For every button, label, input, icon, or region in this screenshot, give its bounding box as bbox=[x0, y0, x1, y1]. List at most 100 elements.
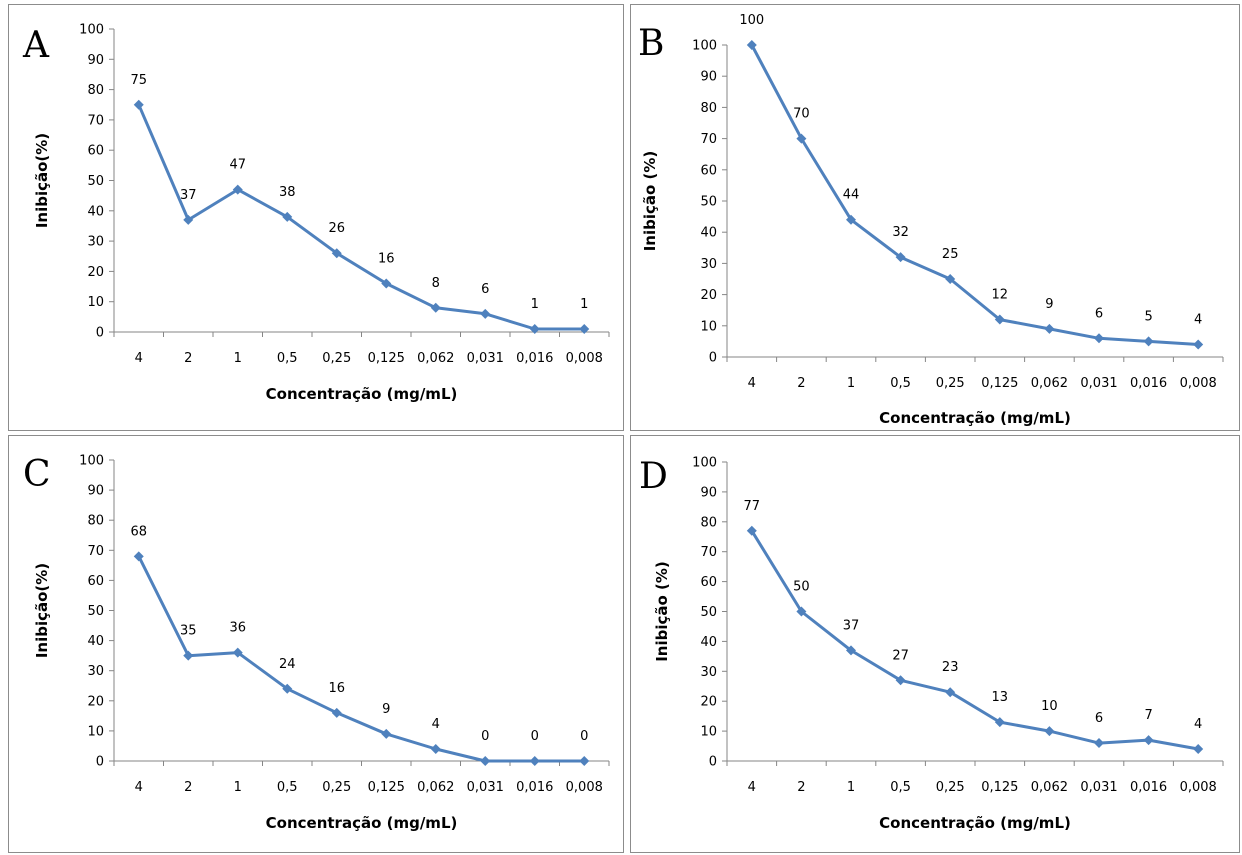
x-tick-label: 1 bbox=[847, 780, 855, 795]
data-point-marker bbox=[480, 308, 491, 319]
x-axis-title: Concentração (mg/mL) bbox=[879, 814, 1071, 832]
y-axis-title: Inibição (%) bbox=[653, 561, 671, 662]
y-tick-label: 80 bbox=[87, 83, 104, 98]
x-tick-label: 0,016 bbox=[1130, 780, 1167, 795]
data-point-marker bbox=[895, 252, 906, 263]
data-label: 100 bbox=[739, 13, 764, 28]
chart-b-plot: B 0 10 20 30 40 50 60 70 80 90 100 4 2 1 0,5 0,25 0,125 0,… bbox=[638, 13, 1224, 427]
data-point-marker bbox=[895, 675, 906, 686]
x-tick-label: 0,25 bbox=[936, 376, 965, 391]
y-tick-label: 70 bbox=[700, 545, 717, 560]
data-label: 77 bbox=[744, 499, 761, 514]
data-label: 50 bbox=[793, 580, 810, 595]
x-tick-label: 4 bbox=[748, 780, 756, 795]
data-label: 70 bbox=[793, 107, 810, 122]
x-tick-label: 2 bbox=[797, 780, 805, 795]
x-tick-label: 1 bbox=[847, 376, 855, 391]
y-tick-label: 30 bbox=[87, 235, 104, 250]
y-tick-label: 70 bbox=[700, 132, 717, 147]
y-tick-label: 40 bbox=[700, 226, 717, 241]
y-axis-title: Inibição(%) bbox=[33, 563, 51, 658]
x-axis-title: Concentração (mg/mL) bbox=[266, 814, 458, 832]
y-tick-label: 20 bbox=[87, 694, 104, 709]
x-tick-label: 0,062 bbox=[1031, 780, 1068, 795]
x-tick-label: 0,062 bbox=[1031, 376, 1068, 391]
y-tick-label: 80 bbox=[87, 514, 104, 529]
data-point-marker bbox=[1143, 336, 1154, 347]
x-tick-label: 0,008 bbox=[1180, 376, 1217, 391]
data-point-marker bbox=[1193, 339, 1204, 350]
y-tick-label: 90 bbox=[87, 484, 104, 499]
y-tick-label: 80 bbox=[700, 515, 717, 530]
y-tick-label: 90 bbox=[700, 485, 717, 500]
data-point-marker bbox=[133, 551, 144, 562]
data-label: 27 bbox=[892, 648, 909, 663]
data-point-marker bbox=[846, 214, 856, 225]
panel-label: D bbox=[639, 456, 668, 497]
data-point-marker bbox=[1044, 726, 1055, 737]
y-tick-label: 20 bbox=[87, 265, 104, 280]
y-tick-label: 20 bbox=[700, 695, 717, 710]
x-tick-label: 0,5 bbox=[277, 351, 298, 366]
data-label: 0 bbox=[580, 729, 588, 744]
data-label: 0 bbox=[481, 729, 489, 744]
data-label: 1 bbox=[531, 297, 539, 312]
x-tick-label: 0,25 bbox=[322, 351, 351, 366]
x-tick-label: 0,031 bbox=[1080, 376, 1117, 391]
data-label: 36 bbox=[229, 621, 246, 636]
data-point-marker bbox=[994, 314, 1005, 325]
data-point-marker bbox=[381, 278, 392, 289]
y-tick-label: 80 bbox=[700, 101, 717, 116]
x-axis-title: Concentração (mg/mL) bbox=[266, 385, 458, 403]
data-label: 6 bbox=[481, 282, 489, 297]
y-tick-label: 90 bbox=[700, 70, 717, 85]
data-label: 4 bbox=[432, 717, 440, 732]
x-tick-label: 0,008 bbox=[566, 351, 603, 366]
data-label: 9 bbox=[382, 702, 390, 717]
y-tick-label: 0 bbox=[96, 326, 104, 341]
data-label: 4 bbox=[1194, 313, 1202, 328]
x-tick-label: 0,062 bbox=[417, 780, 454, 795]
data-point-marker bbox=[529, 756, 540, 766]
panel-label: B bbox=[638, 23, 664, 64]
chart-d-plot: D 0 10 20 30 40 50 60 70 80 90 100 4 2 1 0,5 0,25 0,125 0,… bbox=[639, 456, 1224, 832]
data-point-marker bbox=[994, 717, 1005, 728]
y-tick-label: 100 bbox=[79, 23, 104, 38]
y-tick-label: 40 bbox=[87, 634, 104, 649]
data-label: 0 bbox=[531, 729, 539, 744]
y-tick-label: 0 bbox=[709, 755, 717, 770]
data-label: 24 bbox=[279, 657, 296, 672]
x-tick-label: 0,031 bbox=[467, 780, 504, 795]
data-point-marker bbox=[529, 323, 540, 334]
y-tick-label: 60 bbox=[700, 575, 717, 590]
data-point-marker bbox=[1094, 333, 1104, 344]
series-line bbox=[750, 530, 1199, 751]
y-tick-label: 60 bbox=[87, 574, 104, 589]
x-tick-label: 4 bbox=[748, 376, 756, 391]
data-point-marker bbox=[133, 99, 144, 110]
data-label: 6 bbox=[1095, 711, 1103, 726]
y-tick-label: 30 bbox=[700, 257, 717, 272]
x-tick-label: 0,5 bbox=[890, 376, 911, 391]
y-tick-label: 50 bbox=[700, 195, 717, 210]
data-point-marker bbox=[746, 40, 757, 50]
data-point-marker bbox=[1094, 738, 1104, 749]
data-label: 68 bbox=[130, 524, 147, 539]
y-tick-label: 50 bbox=[87, 174, 104, 189]
data-label: 37 bbox=[180, 188, 197, 203]
x-tick-label: 0,008 bbox=[566, 780, 603, 795]
x-tick-label: 0,031 bbox=[467, 351, 504, 366]
data-point-marker bbox=[430, 302, 441, 313]
y-tick-label: 0 bbox=[709, 351, 717, 366]
data-point-marker bbox=[846, 645, 856, 656]
y-tick-label: 40 bbox=[700, 635, 717, 650]
chart-panel-c: C 0 10 20 30 40 50 60 70 80 90 100 4 2 1 0,5 0,25 0,125 0,… bbox=[8, 435, 624, 853]
data-label: 10 bbox=[1041, 699, 1058, 714]
series-line bbox=[137, 555, 585, 763]
data-point-marker bbox=[282, 683, 293, 694]
y-tick-label: 10 bbox=[87, 295, 104, 310]
data-label: 7 bbox=[1144, 708, 1152, 723]
x-tick-label: 1 bbox=[234, 351, 242, 366]
data-label: 47 bbox=[229, 158, 246, 173]
y-axis-title: Inibição (%) bbox=[641, 151, 659, 252]
